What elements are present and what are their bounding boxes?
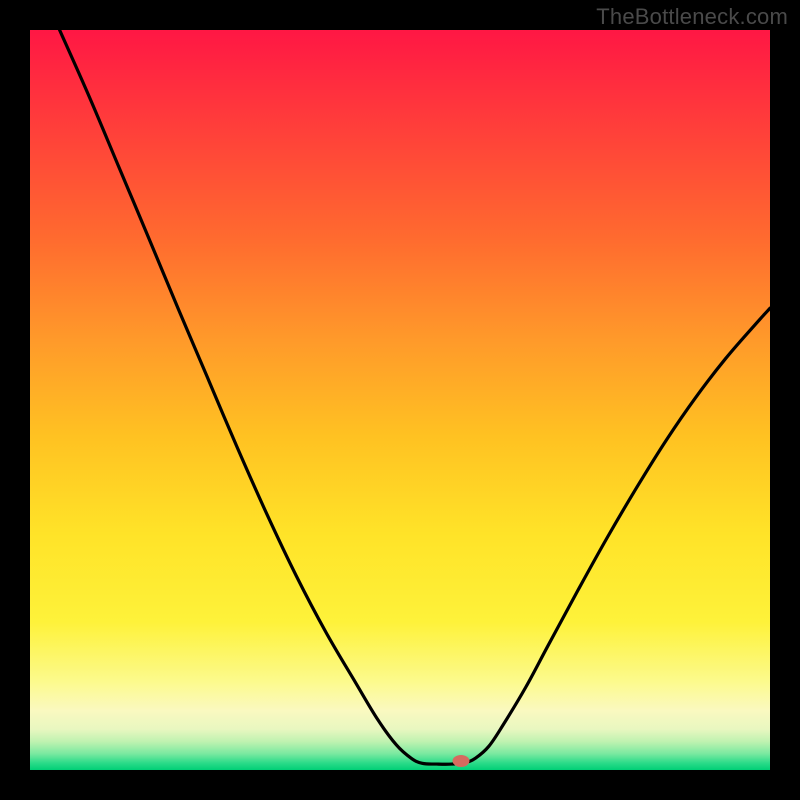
- bottleneck-curve: [30, 30, 770, 770]
- minimum-marker: [452, 755, 469, 767]
- watermark-text: TheBottleneck.com: [596, 4, 788, 30]
- plot-area: [30, 30, 770, 770]
